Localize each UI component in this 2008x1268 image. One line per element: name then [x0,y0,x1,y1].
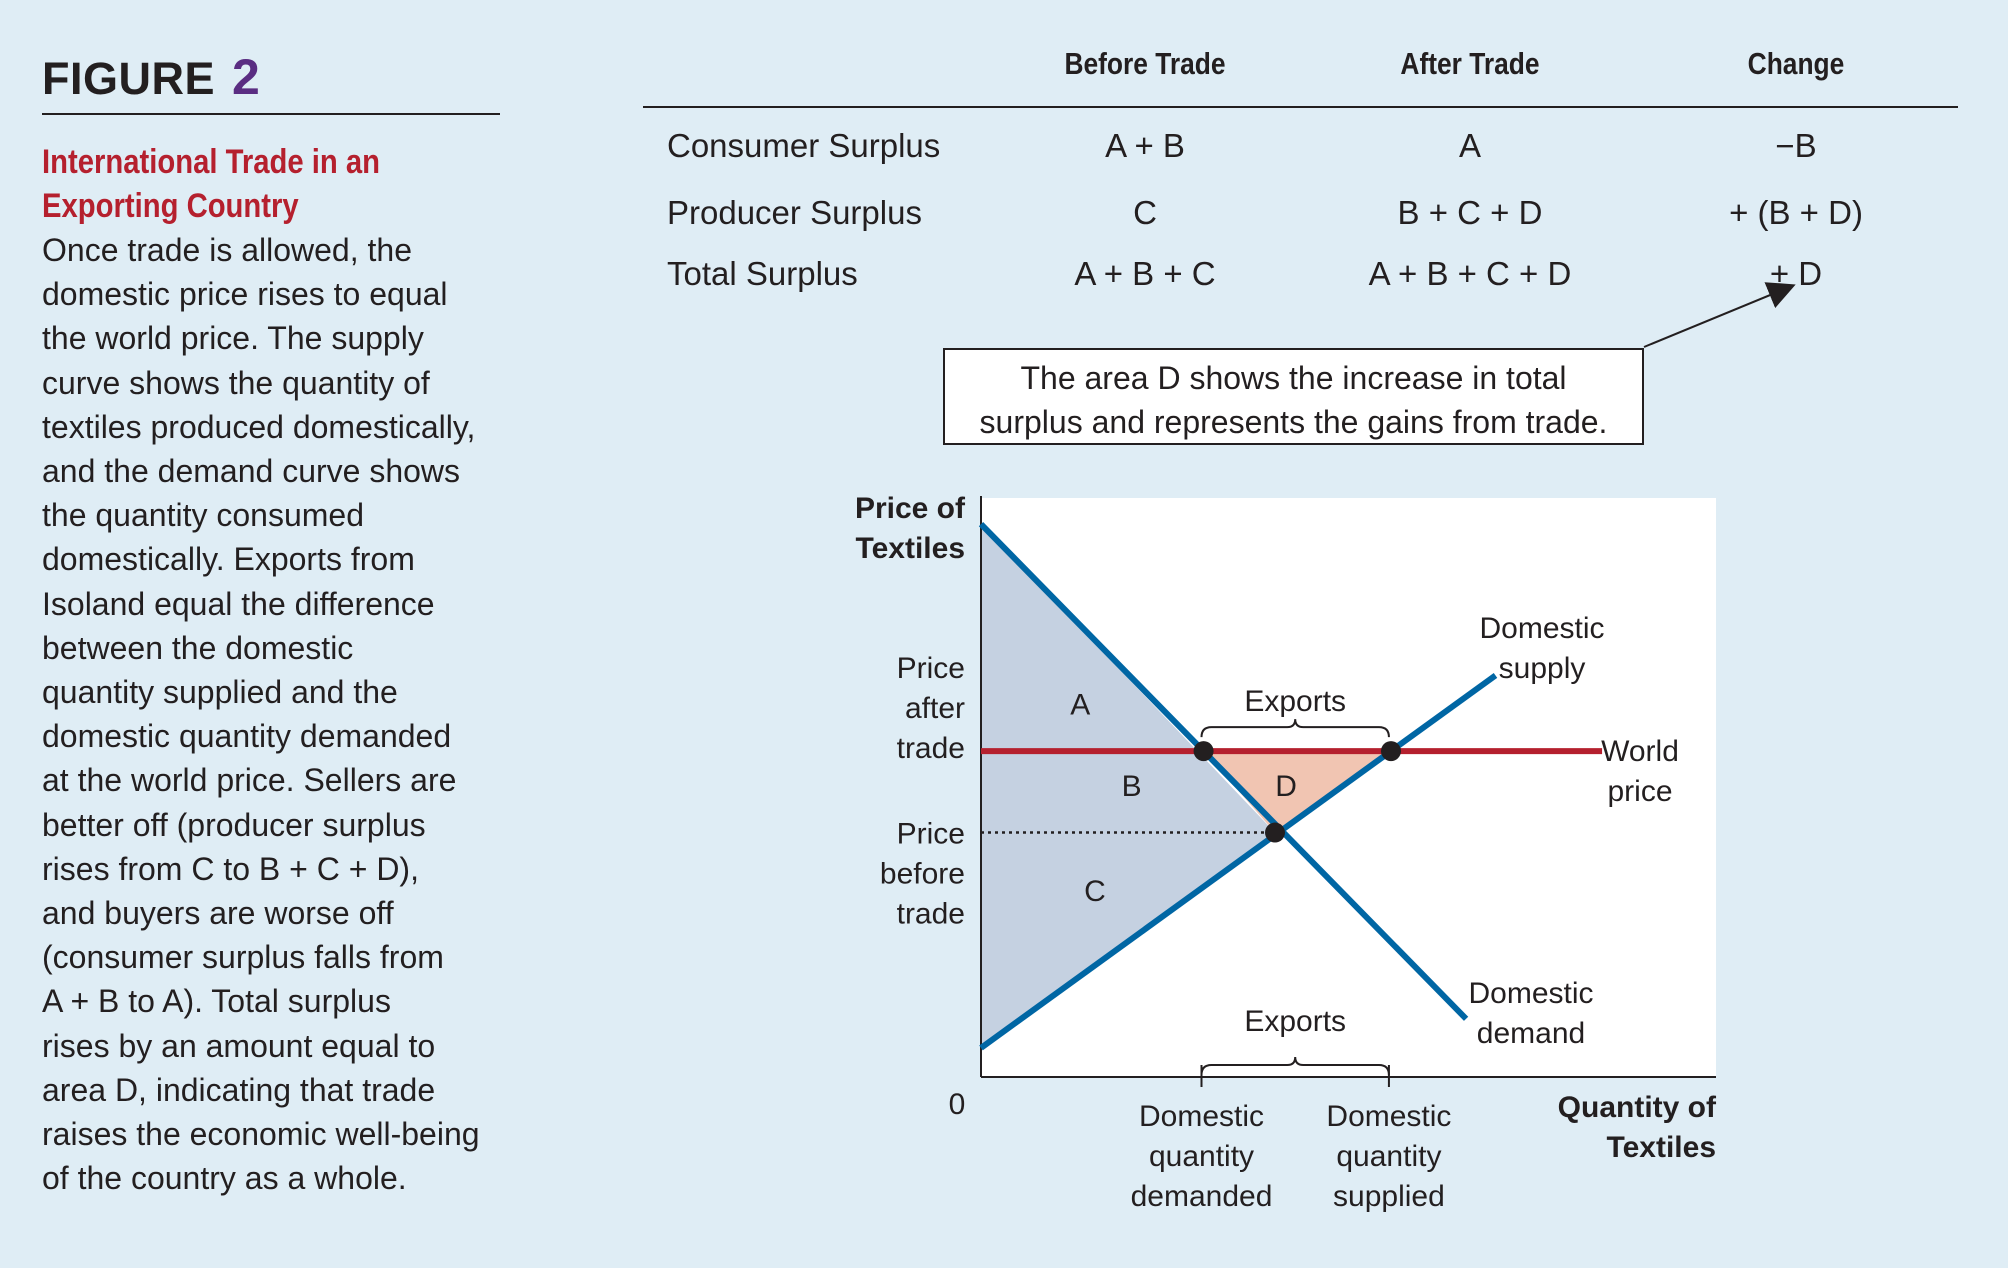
header-change: Change [1747,46,1845,81]
y-tick-label-after-trade: trade [897,732,965,765]
cell-consumer-before: A + B [1105,127,1185,164]
domestic-supply-label: Domestic [1479,612,1604,645]
x-tick-label: quantity [1149,1140,1254,1173]
caption-line: curve shows the quantity of [42,364,430,401]
caption-title: International Trade in an Exporting Coun… [42,140,446,228]
exports-label-lower: Exports [1244,1005,1346,1038]
caption-line: A + B to A). Total surplus [42,983,391,1020]
region-label-d: D [1275,770,1297,803]
figure-number: 2 [232,49,261,105]
caption-line: domestic price rises to equal [42,276,448,313]
caption-line: and buyers are worse off [42,895,394,932]
caption-line: Isoland equal the difference [42,585,435,622]
caption-body: Once trade is allowed, the domestic price… [42,228,522,1200]
cell-producer-change: + (B + D) [1729,194,1863,231]
origin-label: 0 [949,1088,966,1121]
caption-line: the quantity consumed [42,497,364,534]
x-tick-label: demanded [1131,1180,1273,1213]
caption-title-line: International Trade in an [42,143,380,181]
domestic-supply-label: supply [1499,652,1586,685]
gains-note-line: surplus and represents the gains from tr… [979,404,1608,440]
x-axis-title: Quantity of [1558,1091,1717,1124]
caption-line: Once trade is allowed, the [42,232,412,268]
caption-line: raises the economic well-being [42,1116,480,1153]
caption-line: better off (producer surplus [42,806,426,843]
header-before-trade: Before Trade [1064,46,1226,81]
cell-total-after: A + B + C + D [1368,255,1572,292]
x-tick-label: supplied [1333,1180,1445,1213]
domestic-supply-curve [979,672,1498,1051]
exports-label-upper: Exports [1244,685,1346,718]
x-tick-label: Domestic [1139,1100,1264,1133]
world-price-label: price [1607,775,1672,808]
y-axis-title: Price of [855,492,966,525]
table-rule [643,106,1958,108]
y-axis-title: Textiles [856,532,966,565]
row-label-producer-surplus: Producer Surplus [667,194,922,231]
domestic-demand-curve [978,521,1469,1021]
y-tick-label-before-trade: trade [897,898,965,931]
caption-line: of the country as a whole. [42,1160,407,1197]
cell-producer-before: C [1133,194,1157,231]
cell-producer-after: B + C + D [1397,194,1543,231]
equilibrium-point [1265,822,1285,843]
region-label-a: A [1070,689,1090,722]
quantity-demanded-point [1193,741,1214,762]
cell-consumer-after: A [1458,127,1481,164]
cell-consumer-change: −B [1775,127,1817,164]
note-arrow [1643,282,1796,348]
y-tick-label-before-trade: before [880,858,965,891]
y-tick-label-after-trade: Price [897,652,965,685]
x-tick-label: quantity [1336,1140,1441,1173]
exports-brace-upper [1200,719,1390,738]
region-label-b: B [1122,770,1142,803]
quantity-supplied-point [1380,741,1401,762]
caption-rule [42,113,500,115]
figure-label: FIGURE 2 [42,48,260,106]
caption-line: rises by an amount equal to [42,1027,436,1064]
caption-line: domestically. Exports from [42,541,415,578]
gains-note-line: The area D shows the increase in total [1020,360,1567,396]
y-tick-label-before-trade: Price [897,818,965,851]
region-label-c: C [1084,875,1106,908]
world-price-label: World [1601,735,1679,768]
exports-brace-lower [1200,1056,1390,1076]
x-axis-title: Textiles [1607,1131,1717,1164]
domestic-demand-label: demand [1477,1017,1585,1050]
caption-line: rises from C to B + C + D), [42,850,419,887]
caption-line: quantity supplied and the [42,674,398,711]
x-tick-label: Domestic [1326,1100,1451,1133]
caption-line: and the demand curve shows [42,453,461,490]
cell-total-before: A + B + C [1074,255,1216,292]
figure-label-text: FIGURE [42,53,216,104]
caption-line: textiles produced domestically, [42,408,476,445]
caption-line: area D, indicating that trade [42,1071,436,1108]
gains-region-d [1203,751,1391,833]
caption-line: the world price. The supply [42,320,424,357]
gains-note: The area D shows the increase in total s… [943,348,1644,445]
surplus-region [981,524,1275,1048]
caption-line: (consumer surplus falls from [42,939,444,976]
domestic-demand-label: Domestic [1468,977,1593,1010]
caption-title-line: Exporting Country [42,187,299,225]
row-label-consumer-surplus: Consumer Surplus [667,127,941,164]
caption-line: domestic quantity demanded [42,718,452,755]
row-label-total-surplus: Total Surplus [667,255,858,292]
caption-line: at the world price. Sellers are [42,762,457,799]
caption-line: between the domestic [42,629,354,666]
header-after-trade: After Trade [1400,46,1540,81]
y-tick-label-after-trade: after [905,692,965,725]
